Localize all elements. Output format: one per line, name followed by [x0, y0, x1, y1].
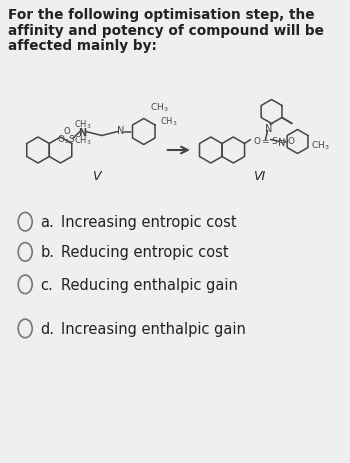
Text: N: N: [278, 137, 285, 147]
Text: $\mathsf{CH_3}$: $\mathsf{CH_3}$: [74, 134, 92, 146]
Text: V: V: [92, 169, 100, 182]
Text: For the following optimisation step, the: For the following optimisation step, the: [8, 8, 315, 22]
Text: $\mathsf{CH_3}$: $\mathsf{CH_3}$: [310, 139, 329, 151]
Text: Increasing enthalpic gain: Increasing enthalpic gain: [61, 321, 246, 336]
Text: a.: a.: [40, 215, 54, 230]
Text: VI: VI: [253, 169, 265, 182]
Text: affinity and potency of compound will be: affinity and potency of compound will be: [8, 24, 324, 38]
Text: c.: c.: [40, 277, 53, 292]
Text: $\mathsf{CH_3}$: $\mathsf{CH_3}$: [74, 118, 92, 131]
Text: $\mathsf{CH_3}$: $\mathsf{CH_3}$: [160, 115, 177, 128]
Text: Reducing enthalpic gain: Reducing enthalpic gain: [61, 277, 238, 292]
Text: N: N: [117, 126, 125, 136]
Text: affected mainly by:: affected mainly by:: [8, 39, 157, 53]
Text: Reducing entropic cost: Reducing entropic cost: [61, 245, 229, 260]
Text: d.: d.: [40, 321, 54, 336]
Text: $\mathsf{O}$: $\mathsf{O}$: [63, 125, 71, 136]
Text: $\mathsf{O=S=O}$: $\mathsf{O=S=O}$: [253, 135, 296, 146]
Text: $\mathsf{CH_3}$: $\mathsf{CH_3}$: [150, 101, 168, 113]
Text: N: N: [78, 127, 86, 137]
Text: $\mathsf{O_2S}$: $\mathsf{O_2S}$: [57, 133, 76, 145]
Text: b.: b.: [40, 245, 54, 260]
Text: N: N: [265, 123, 272, 133]
Text: Increasing entropic cost: Increasing entropic cost: [61, 215, 237, 230]
